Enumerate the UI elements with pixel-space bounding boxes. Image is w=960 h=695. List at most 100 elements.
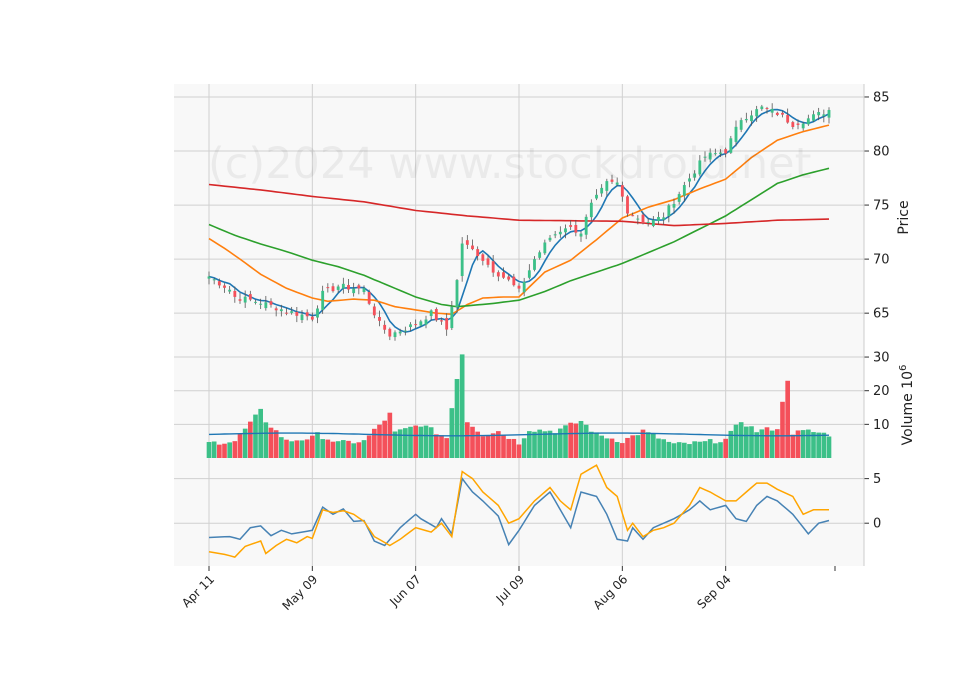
volume-bar <box>563 425 568 458</box>
candle-body <box>791 122 795 127</box>
volume-bar <box>811 432 816 458</box>
volume-bar <box>382 420 387 458</box>
volume-bar <box>299 440 305 458</box>
volume-bar <box>702 441 708 458</box>
volume-bar <box>330 441 336 458</box>
candle-body <box>543 242 547 254</box>
candle-body <box>217 281 221 286</box>
volume-bar <box>604 438 610 458</box>
candle-body <box>419 321 423 326</box>
candle-body <box>372 306 376 316</box>
sma-15-line <box>208 124 830 316</box>
candle-body <box>522 281 526 293</box>
volume-bar <box>744 426 749 458</box>
candle-body <box>279 309 283 312</box>
volume-bar <box>222 443 227 458</box>
candle-body <box>398 331 402 334</box>
y-tick-label: 65 <box>873 307 890 322</box>
volume-bar <box>242 428 248 458</box>
volume-bar <box>666 441 672 458</box>
candle-body <box>321 290 325 310</box>
y-tick-label: 75 <box>873 199 890 214</box>
candle-body <box>781 112 784 115</box>
volume-bar <box>366 435 372 458</box>
candle-body <box>295 311 299 316</box>
volume-bar <box>372 428 377 458</box>
volume-bar <box>625 437 630 458</box>
candle-body <box>662 217 666 220</box>
candle-body <box>496 272 500 277</box>
volume-bar <box>351 443 356 458</box>
volume-bar <box>408 426 413 458</box>
volume-bar <box>671 443 677 458</box>
candle-body <box>801 123 805 129</box>
candle-body <box>316 308 319 318</box>
volume-bar <box>532 431 537 458</box>
candle-body <box>729 138 733 153</box>
candle-body <box>693 173 697 178</box>
volume-bar <box>465 422 470 458</box>
volume-average-line <box>208 432 830 437</box>
volume-bar <box>217 444 222 458</box>
volume-bar <box>780 401 785 458</box>
candle-body <box>765 107 769 109</box>
candle-body <box>688 178 691 182</box>
volume-bar <box>294 440 300 458</box>
volume-bar <box>816 432 821 458</box>
volume-bar <box>578 420 584 458</box>
y-tick-label: 20 <box>873 384 890 399</box>
volume-bar <box>501 434 506 458</box>
volume-bar <box>325 439 331 458</box>
volume-bar <box>573 423 579 458</box>
y-tick-label: 85 <box>873 90 890 105</box>
candle-body <box>455 280 459 308</box>
volume-bar <box>227 442 232 458</box>
volume-bar <box>423 425 429 458</box>
candle-body <box>352 288 356 294</box>
volume-bar <box>785 380 790 458</box>
candle-body <box>414 324 418 326</box>
volume-bar <box>826 436 832 458</box>
volume-bar <box>723 438 728 458</box>
volume-exponent: 6 <box>898 365 909 371</box>
candle-body <box>600 187 604 194</box>
volume-bar <box>496 431 501 458</box>
candle-body <box>538 252 542 258</box>
candle-body <box>300 314 304 321</box>
volume-bar <box>263 422 269 458</box>
candle-body <box>631 215 635 217</box>
candle-body <box>378 316 381 321</box>
candle-body <box>212 279 216 281</box>
candle-body <box>393 332 397 338</box>
volume-bar <box>821 432 827 458</box>
candle-body <box>481 254 485 261</box>
x-tick-label: Jul 09 <box>493 572 527 606</box>
candle-body <box>383 324 387 330</box>
candle-body <box>739 120 743 130</box>
volume-bar <box>310 435 315 458</box>
candle-body <box>445 317 449 330</box>
candle-body <box>388 328 392 337</box>
volume-bar <box>749 426 754 458</box>
volume-bar <box>707 439 713 458</box>
candle-body <box>610 179 614 182</box>
volume-bar <box>558 428 563 458</box>
candle-body <box>548 237 552 241</box>
volume-bar <box>449 408 455 458</box>
candle-body <box>223 285 226 288</box>
volume-bar <box>511 438 517 458</box>
volume-bar <box>599 435 604 458</box>
candle-body <box>651 220 655 226</box>
volume-bar <box>521 438 527 458</box>
candle-body <box>403 330 407 332</box>
volume-bar <box>552 433 558 458</box>
candle-body <box>605 181 609 191</box>
sma-200-line <box>208 183 830 227</box>
y-tick-label: 10 <box>873 418 890 433</box>
candle-body <box>233 291 237 297</box>
candle-body <box>672 203 676 208</box>
volume-bar <box>320 439 325 458</box>
candle-body <box>708 152 712 160</box>
